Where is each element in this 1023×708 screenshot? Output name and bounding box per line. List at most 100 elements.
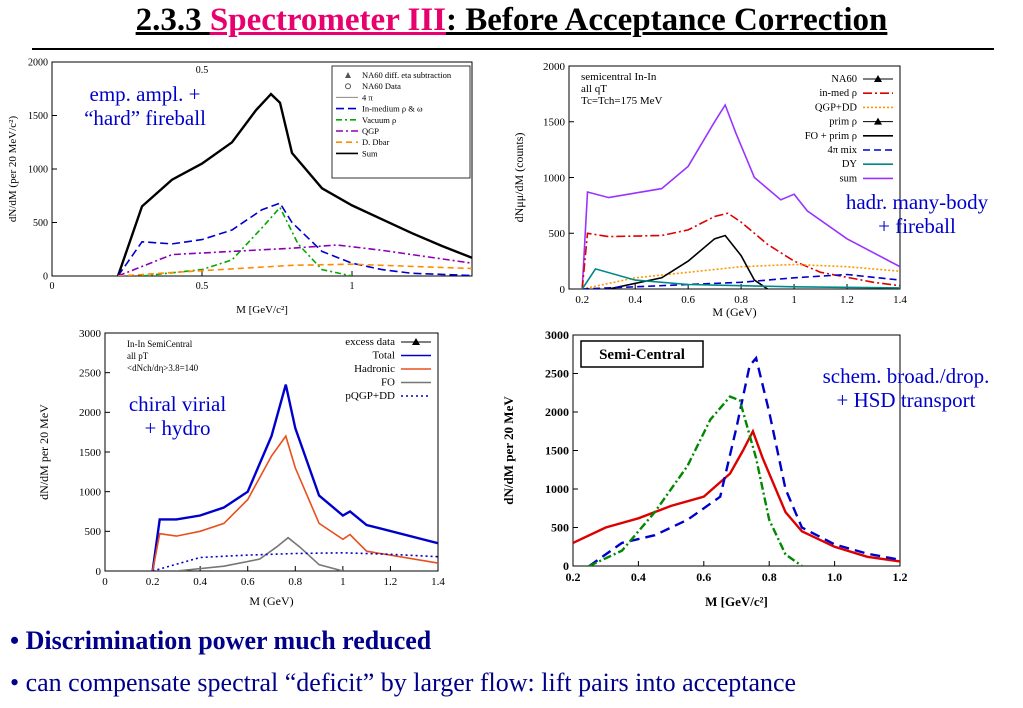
legend-label: QGP	[362, 126, 379, 136]
x-tick-label: 0	[50, 281, 55, 292]
note-line: schem. broad./drop.	[822, 364, 990, 388]
bullet-2: • can compensate spectral “deficit” by l…	[10, 668, 797, 697]
inset-text: Tc=Tch=175 MeV	[581, 95, 662, 107]
x-axis-label: M [GeV/c²]	[705, 594, 768, 609]
y-tick-label: 1000	[545, 482, 569, 496]
title-suffix: : Before Acceptance Correction	[446, 2, 888, 38]
series-line-fo	[176, 536, 344, 571]
inset-text: all pT	[127, 351, 149, 361]
series-line-hadronic	[151, 434, 438, 571]
legend-label: FO	[381, 377, 395, 389]
series-line-qgp-dd	[582, 263, 900, 289]
note-line: + hydro	[144, 416, 211, 440]
legend-label: DY	[842, 159, 858, 170]
legend-label: Vacuum ρ	[362, 115, 396, 125]
x-tick-label: 1	[340, 576, 346, 588]
note-panel-4: schem. broad./drop. + HSD transport	[796, 364, 1016, 412]
title-underline	[32, 48, 994, 50]
series-line-vacuum-	[141, 206, 353, 276]
x-tick-label: 1.2	[384, 576, 398, 588]
y-tick-label: 2500	[79, 368, 102, 380]
y-tick-label: 2000	[543, 61, 566, 73]
series-line-total	[151, 384, 438, 571]
series-line	[573, 428, 900, 563]
y-tick-label: 0	[560, 284, 566, 296]
x-tick-label: 0.2	[575, 294, 589, 306]
x-axis-label: M (GeV)	[249, 594, 293, 608]
top-tick-label: 0.5	[196, 65, 209, 76]
y-tick-label: 1000	[28, 165, 48, 176]
series-line-qgp	[117, 244, 472, 276]
y-tick-label: 1500	[79, 447, 102, 459]
y-tick-label: 500	[549, 228, 566, 240]
legend-marker	[412, 338, 420, 345]
legend-label: in-med ρ	[819, 88, 857, 99]
inset-text: <dNch/dη>3.8=140	[127, 363, 199, 373]
legend-label: excess data	[345, 336, 395, 348]
chart-panel-1: 0 0.5 1 0 500 1000 1500 2000 0.5 M [GeV/c²] dN/dM …	[2, 58, 478, 323]
chart-panel-4: 0.2 0.4 0.6 0.8 1.0 1.2 0 500 1000 1500 2000 2500 30…	[495, 325, 915, 612]
title-prefix: 2.3.3	[135, 2, 210, 38]
legend-label: pQGP+DD	[345, 390, 395, 402]
inset-title-box	[580, 340, 704, 368]
y-tick-label: 3000	[545, 328, 569, 342]
chart-1: 0 0.5 1 0 500 1000 1500 2000 0.5 M [GeV/c²] dN/dM …	[7, 58, 473, 316]
chart-4: 0.2 0.4 0.6 0.8 1.0 1.2 0 500 1000 1500 2000 2500 30…	[501, 328, 908, 609]
legend-label: NA60 diff. eta subtraction	[362, 70, 452, 80]
legend-label: Total	[373, 350, 395, 362]
x-axis-label: M (GeV)	[712, 305, 756, 319]
y-tick-label: 3000	[79, 328, 102, 340]
legend-label: sum	[839, 173, 857, 184]
legend-label: D. Dbar	[362, 137, 390, 147]
legend-box	[331, 65, 471, 179]
legend-marker	[345, 83, 351, 90]
x-tick-label: 0.6	[681, 294, 695, 306]
series-line	[588, 355, 900, 566]
chart-panel-3: 0 0.2 0.4 0.6 0.8 1 1.2 1.4 0 500 1000 1500 2000 2500…	[30, 325, 456, 612]
series-line-d-dbar	[117, 263, 472, 276]
y-tick-label: 1500	[543, 117, 566, 129]
note-line: chiral virial	[128, 392, 227, 416]
x-tick-label: 0.6	[696, 570, 711, 584]
series-line-in-med-	[581, 212, 900, 289]
inset-text: semicentral In-In	[581, 71, 657, 83]
y-tick-label: 1500	[545, 444, 569, 458]
legend-label: prim ρ	[829, 117, 857, 128]
legend-label: 4π mix	[827, 145, 857, 156]
x-tick-label: 1.2	[840, 294, 854, 306]
series-line-4-mix	[582, 273, 900, 289]
y-tick-label: 500	[33, 218, 48, 229]
y-tick-label: 0	[43, 272, 48, 283]
x-tick-label: 1.0	[827, 570, 842, 584]
note-panel-1: emp. ampl. + “hard” fireball	[50, 82, 240, 130]
y-tick-label: 2000	[28, 58, 48, 69]
x-axis-label: M [GeV/c²]	[236, 304, 288, 316]
note-panel-2: hadr. many-body + fireball	[818, 190, 1016, 238]
x-tick-label: 0.6	[241, 576, 255, 588]
x-tick-label: 0.8	[288, 576, 302, 588]
legend-label: NA60	[831, 74, 857, 85]
legend-label: In-medium ρ & ω	[362, 104, 423, 114]
y-axis-label: dN/dM per 20 MeV	[501, 396, 516, 505]
x-tick-label: 0.2	[566, 570, 581, 584]
legend-label: NA60 Data	[362, 81, 401, 91]
y-axis-label: dN/dM per 20 MeV	[37, 404, 51, 500]
chart-panel-2: 0.2 0.4 0.6 0.8 1 1.2 1.4 0 500 1000 1500 2000 M (Ge…	[507, 58, 907, 323]
y-axis-label: dN/dM (per 20 MeV/c²)	[7, 116, 19, 223]
y-tick-label: 2000	[545, 405, 569, 419]
x-tick-label: 0	[102, 576, 108, 588]
bullet-1: • Discrimination power much reduced	[10, 626, 432, 655]
x-tick-label: 1	[350, 281, 355, 292]
y-tick-label: 0	[96, 566, 102, 578]
slide-title: 2.3.3 Spectrometer III: Before Acceptanc…	[0, 2, 1023, 50]
series-line-sum	[116, 92, 472, 276]
x-tick-label: 0.2	[146, 576, 160, 588]
note-line: + fireball	[878, 214, 956, 238]
inset-title: Semi-Central	[599, 347, 685, 363]
legend-marker	[874, 75, 882, 82]
x-tick-label: 0.4	[193, 576, 207, 588]
y-tick-label: 1500	[28, 111, 48, 122]
y-tick-label: 500	[551, 521, 569, 535]
inset-text: all qT	[581, 83, 607, 95]
x-tick-label: 1	[791, 294, 797, 306]
